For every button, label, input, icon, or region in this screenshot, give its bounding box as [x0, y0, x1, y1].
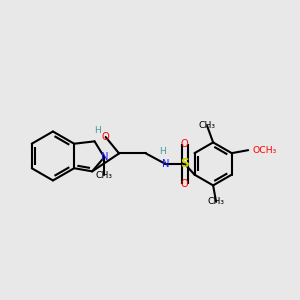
- Text: O: O: [181, 139, 189, 148]
- Text: O: O: [102, 132, 110, 142]
- Text: N: N: [162, 159, 169, 169]
- Text: CH₃: CH₃: [208, 197, 225, 206]
- Text: CH₃: CH₃: [96, 171, 113, 180]
- Text: O: O: [181, 179, 189, 189]
- Text: OCH₃: OCH₃: [253, 146, 277, 155]
- Text: S: S: [180, 158, 189, 170]
- Text: N: N: [100, 152, 108, 162]
- Text: H: H: [159, 148, 166, 157]
- Text: CH₃: CH₃: [199, 122, 216, 130]
- Text: H: H: [94, 126, 101, 135]
